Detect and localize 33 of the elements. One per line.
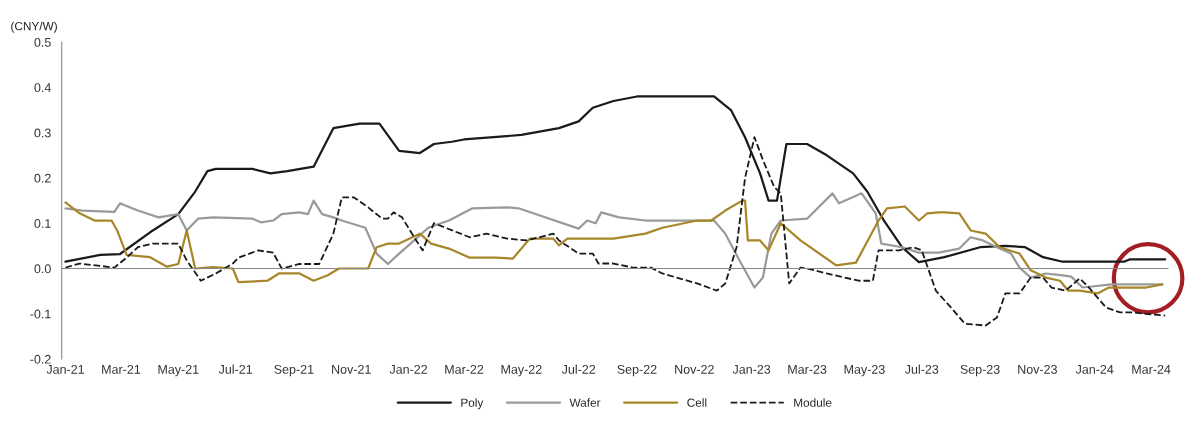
x-tick-label: Nov-21 <box>332 364 371 374</box>
y-tick-label: 0.5 <box>34 37 51 47</box>
legend-label: Cell <box>687 398 707 407</box>
legend-label: Wafer <box>569 398 601 407</box>
x-tick-label: Nov-23 <box>1018 364 1057 374</box>
x-tick-label: Jul-22 <box>561 364 596 374</box>
x-tick-label: Jan-22 <box>389 364 428 374</box>
x-tick-label: Sep-23 <box>960 364 1000 377</box>
x-tick-label: May-22 <box>501 364 542 377</box>
y-axis-title: (CNY/W) <box>11 21 57 33</box>
x-tick-label: Jul-23 <box>904 364 939 374</box>
x-tick-label: May-21 <box>158 364 199 377</box>
x-tick-label: Jul-21 <box>218 364 253 374</box>
y-tick-label: 0.1 <box>34 219 51 228</box>
legend-label: Poly <box>461 398 484 410</box>
y-tick-label: 0.4 <box>34 83 51 93</box>
x-tick-label: Sep-22 <box>617 364 657 377</box>
x-tick-label: Mar-24 <box>1132 364 1171 374</box>
x-tick-label: Mar-22 <box>445 364 484 374</box>
y-tick-label: 0.2 <box>34 173 51 183</box>
x-tick-label: May-23 <box>844 364 885 377</box>
x-tick-label: Mar-21 <box>102 364 141 374</box>
y-tick-label: -0.1 <box>30 309 51 319</box>
x-tick-label: Nov-22 <box>675 364 714 374</box>
x-tick-label: Mar-23 <box>788 364 827 374</box>
y-tick-label: 0.3 <box>34 128 51 138</box>
x-tick-label: Jan-24 <box>1075 364 1114 374</box>
x-tick-label: Jan-23 <box>732 364 771 374</box>
legend-label: Module <box>794 398 832 407</box>
x-tick-label: Jan-21 <box>46 364 84 374</box>
x-tick-label: Sep-21 <box>274 364 314 377</box>
y-tick-label: -0.2 <box>30 354 51 364</box>
y-tick-label: 0.0 <box>34 264 51 274</box>
